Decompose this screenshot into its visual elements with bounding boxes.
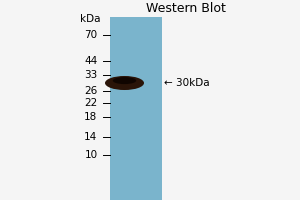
- Text: 10: 10: [84, 150, 98, 160]
- Text: 14: 14: [84, 132, 98, 142]
- Text: 22: 22: [84, 98, 98, 108]
- Ellipse shape: [105, 76, 144, 90]
- Text: 70: 70: [84, 30, 98, 40]
- Text: 26: 26: [84, 86, 98, 96]
- Text: 44: 44: [84, 56, 98, 66]
- Text: ← 30kDa: ← 30kDa: [164, 78, 209, 88]
- Text: 18: 18: [84, 112, 98, 122]
- Ellipse shape: [113, 77, 136, 84]
- Bar: [110, 17, 162, 200]
- Text: 33: 33: [84, 70, 98, 80]
- Text: kDa: kDa: [80, 14, 101, 24]
- Text: Western Blot: Western Blot: [146, 2, 226, 16]
